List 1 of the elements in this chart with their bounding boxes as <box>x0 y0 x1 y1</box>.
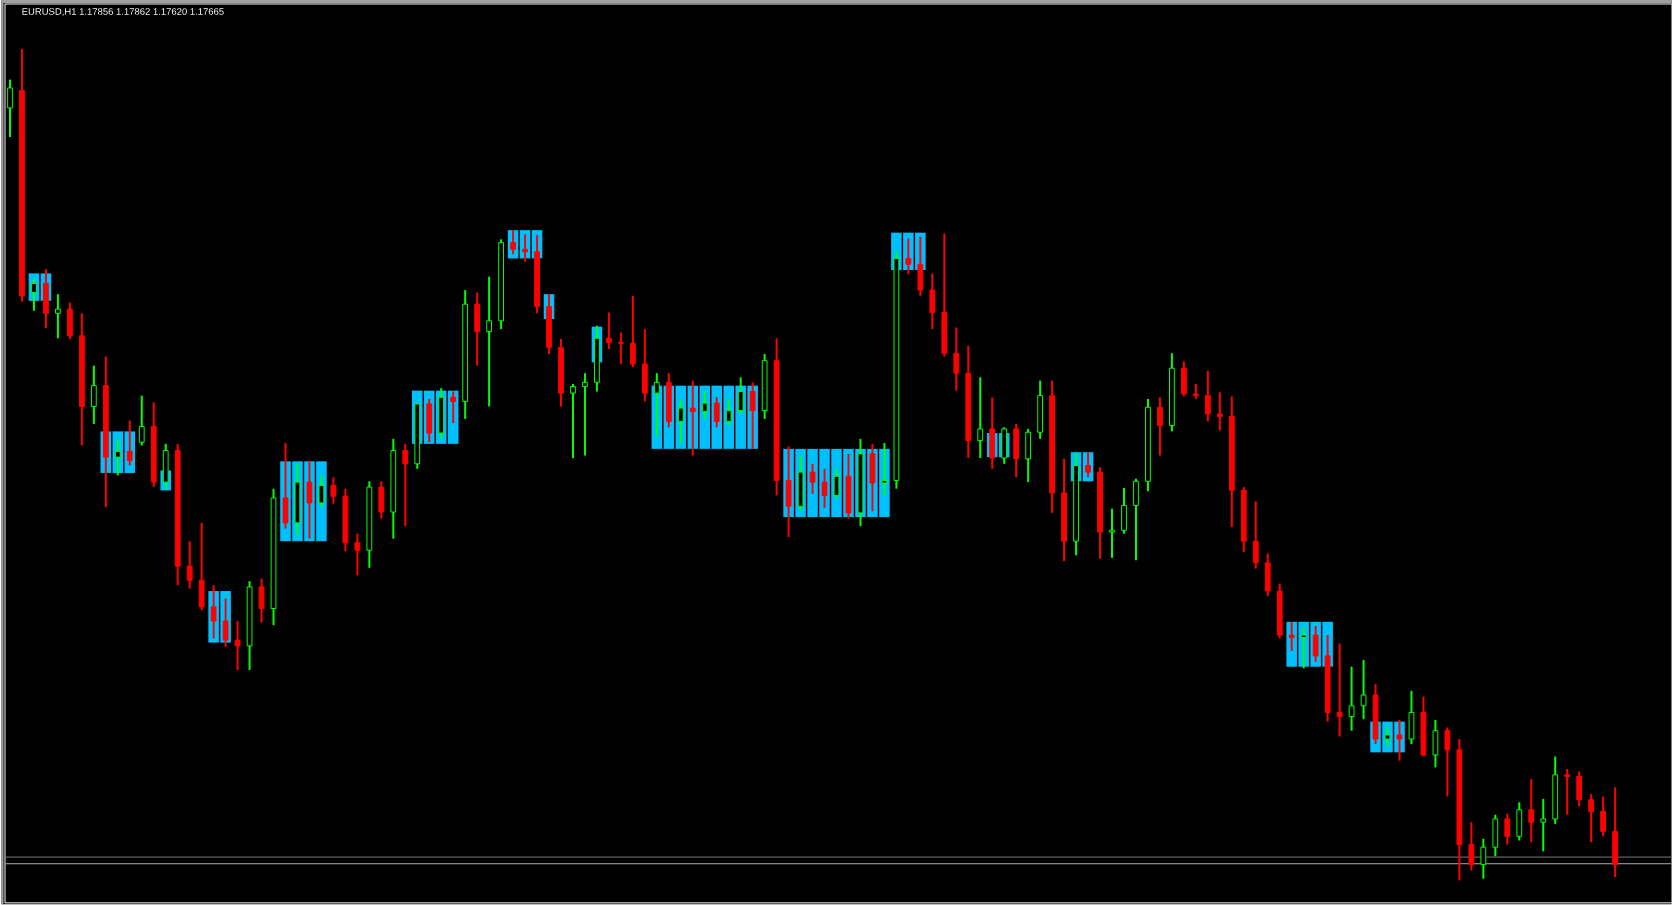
chart-title: EURUSD,H1 1.17856 1.17862 1.17620 1.17665 <box>22 7 224 16</box>
